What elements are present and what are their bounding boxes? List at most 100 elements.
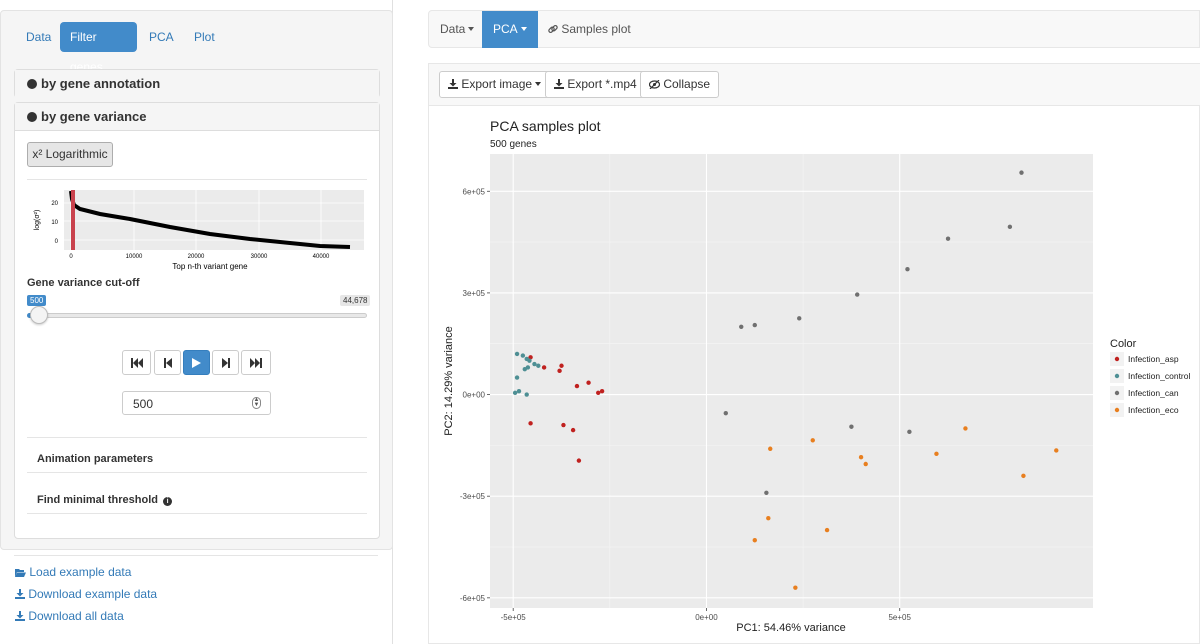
- x-tick-label: 0e+00: [695, 613, 718, 622]
- tab-pca[interactable]: PCA: [149, 30, 174, 44]
- spinner-icon[interactable]: ▲ ▼: [252, 397, 261, 409]
- download-example-link[interactable]: Download example data: [15, 587, 157, 601]
- download-icon: [554, 79, 564, 89]
- x-axis-label: PC1: 54.46% variance: [736, 622, 845, 634]
- load-example-link[interactable]: Load example data: [15, 565, 131, 579]
- y-tick-label: 6e+05: [463, 187, 486, 196]
- play-button[interactable]: [183, 350, 210, 375]
- mini-ylabel: log(σ²): [34, 210, 41, 231]
- data-point: [945, 236, 951, 241]
- data-point: [849, 424, 854, 429]
- collapse-label: Collapse: [663, 77, 711, 91]
- gene-annotation-header[interactable]: by gene annotation: [15, 70, 379, 98]
- data-point: [855, 292, 860, 297]
- mini-xtick: 20000: [188, 254, 205, 260]
- legend-marker: [1114, 407, 1120, 413]
- play-icon: [192, 358, 201, 368]
- next-frame-button[interactable]: [212, 350, 239, 375]
- data-point: [793, 585, 798, 590]
- data-point: [797, 316, 802, 321]
- data-point: [522, 366, 527, 372]
- find-threshold-label: Find minimal threshold: [37, 494, 159, 506]
- first-frame-button[interactable]: [122, 350, 151, 375]
- y-tick-label: 0e+00: [463, 391, 486, 400]
- logarithmic-button[interactable]: x² Logarithmic: [27, 142, 113, 167]
- divider: [14, 555, 378, 556]
- data-point: [541, 365, 547, 370]
- data-point: [963, 426, 968, 431]
- legend-marker: [1114, 373, 1120, 379]
- data-points: [512, 170, 1059, 590]
- legend-label: Infection_asp: [1128, 354, 1179, 364]
- slider-track[interactable]: [27, 313, 367, 318]
- mini-chart-background: [64, 190, 364, 250]
- divider: [27, 472, 367, 473]
- data-point: [764, 490, 769, 496]
- x-axis-ticks: -5e+05 0e+00 5e+05: [501, 608, 912, 622]
- data-point: [514, 375, 520, 380]
- legend-label: Infection_control: [1128, 371, 1190, 381]
- data-point: [557, 368, 562, 374]
- nav-pca-dropdown[interactable]: PCA: [482, 11, 538, 48]
- download-icon: [15, 611, 25, 621]
- nav-data-dropdown[interactable]: Data: [429, 11, 485, 48]
- data-point: [752, 322, 757, 328]
- legend-marker: [1114, 356, 1120, 362]
- data-point: [586, 380, 591, 385]
- tab-filter-genes[interactable]: Filter genes: [60, 22, 137, 74]
- legend: Infection_asp Infection_control Infection_…: [1110, 352, 1190, 417]
- find-threshold-toggle[interactable]: Find minimal threshold i: [37, 494, 173, 506]
- mini-xtick: 30000: [251, 254, 268, 260]
- mini-xtick: 0: [69, 254, 73, 260]
- divider: [27, 513, 367, 514]
- y-tick-label: -3e+05: [460, 492, 486, 501]
- data-point: [723, 410, 728, 416]
- variance-mini-chart: 20 10 0 0 10000 20000 30000 40000 Top n-…: [34, 190, 364, 271]
- export-image-button[interactable]: Export image: [439, 71, 551, 98]
- legend-label: Infection_eco: [1128, 405, 1179, 415]
- y-tick-label: 3e+05: [463, 289, 486, 298]
- tab-data[interactable]: Data: [26, 30, 52, 44]
- slider-handle[interactable]: [30, 306, 48, 324]
- data-point: [752, 538, 757, 543]
- nav-samples-plot[interactable]: Samples plot: [537, 11, 642, 48]
- x-tick-label: -5e+05: [501, 613, 527, 622]
- grid-lines: [490, 154, 1093, 608]
- export-mp4-button[interactable]: Export *.mp4: [545, 71, 646, 98]
- mini-xlabel: Top n-th variant gene: [172, 262, 248, 271]
- main-navbar: Data PCA Samples plot: [428, 10, 1200, 48]
- data-point: [527, 358, 532, 363]
- caret-down-icon: [520, 27, 527, 31]
- sidebar: Data Filter genes PCA Plot by gene annot…: [0, 0, 393, 644]
- download-icon: [448, 79, 458, 89]
- animation-parameters-toggle[interactable]: Animation parameters: [37, 453, 154, 465]
- gene-variance-header[interactable]: by gene variance: [15, 103, 379, 131]
- data-point: [858, 455, 864, 460]
- data-point: [934, 451, 939, 457]
- threshold-number-value: 500: [133, 397, 154, 411]
- last-frame-button[interactable]: [241, 350, 271, 375]
- mini-xtick: 40000: [313, 254, 330, 260]
- data-point: [596, 390, 601, 396]
- info-icon[interactable]: i: [163, 497, 173, 506]
- collapse-button[interactable]: Collapse: [640, 71, 720, 98]
- step-back-icon: [163, 358, 172, 368]
- cutoff-label: Gene variance cut-off: [27, 277, 140, 289]
- divider: [27, 179, 367, 180]
- tab-plot[interactable]: Plot: [194, 30, 215, 44]
- step-forward-icon: [221, 358, 230, 368]
- previous-frame-button[interactable]: [154, 350, 181, 375]
- legend-title: Color: [1110, 338, 1137, 350]
- threshold-number-input[interactable]: 500 ▲ ▼: [122, 391, 271, 415]
- data-point: [532, 361, 537, 367]
- export-mp4-label: Export *.mp4: [567, 77, 637, 91]
- bullet-icon: [27, 79, 37, 89]
- data-point: [536, 363, 541, 368]
- download-all-link[interactable]: Download all data: [15, 609, 124, 623]
- data-point: [905, 266, 910, 272]
- data-point: [768, 446, 773, 451]
- data-point: [561, 422, 566, 428]
- chart-subtitle: 500 genes: [490, 139, 537, 150]
- data-point: [516, 388, 522, 394]
- nav-pca-label: PCA: [493, 22, 518, 36]
